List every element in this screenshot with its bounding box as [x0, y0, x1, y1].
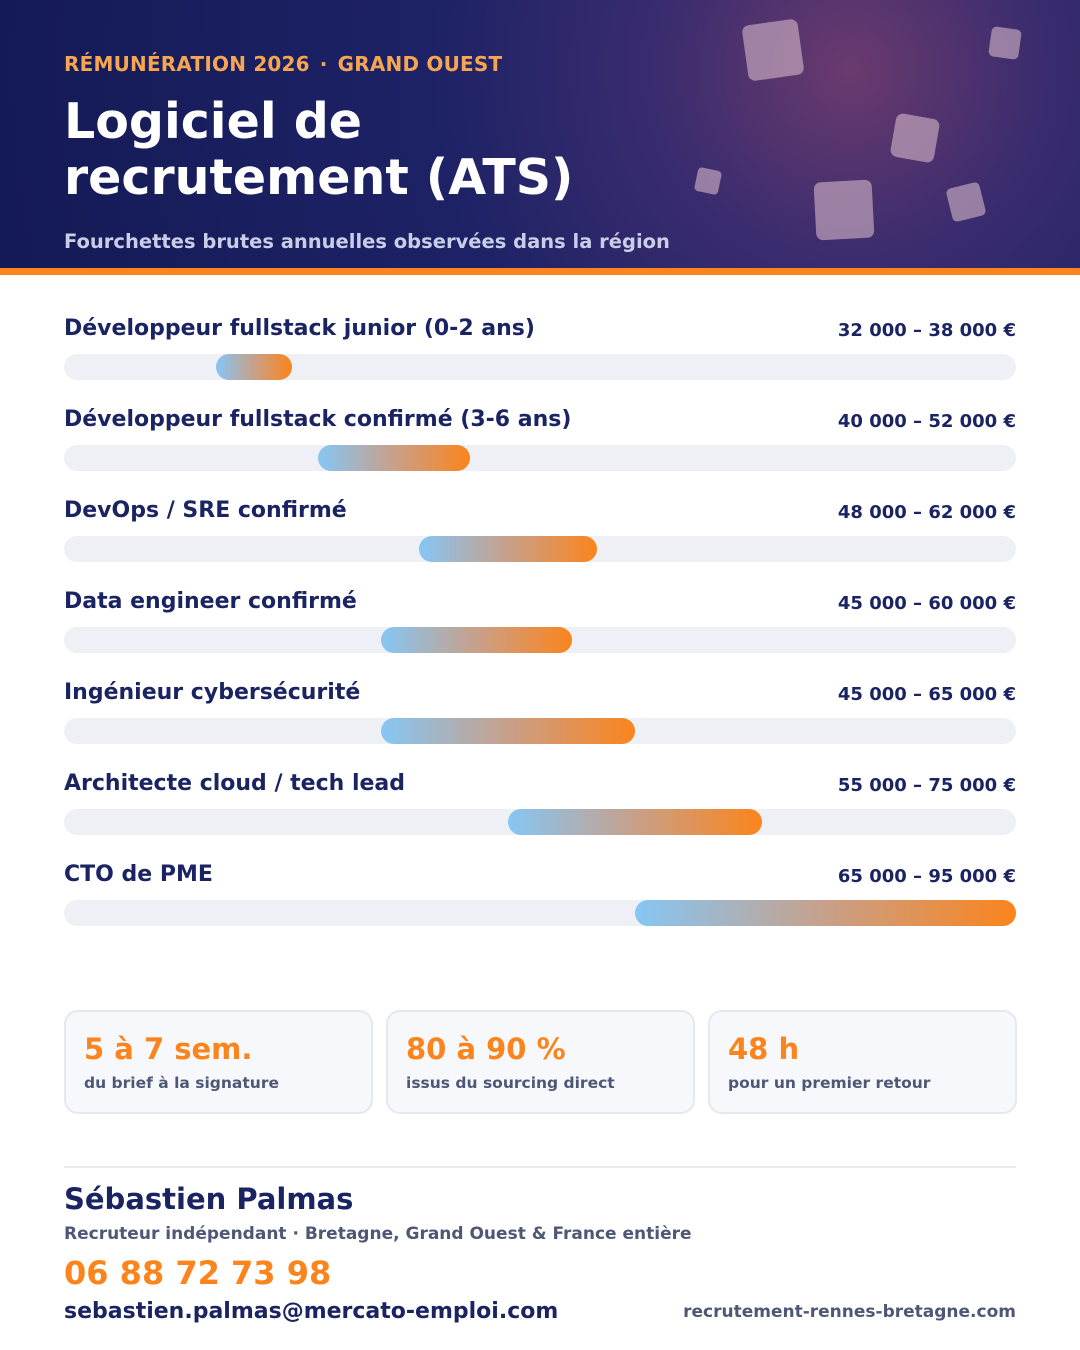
salary-range: 45 000 – 65 000 €: [837, 684, 1016, 705]
salary-row: Développeur fullstack confirmé (3-6 ans)…: [64, 407, 1016, 477]
salary-range: 48 000 – 62 000 €: [837, 502, 1016, 523]
range-bar: [635, 900, 1016, 926]
role-label: Ingénieur cybersécurité: [64, 680, 361, 705]
decorative-square: [988, 26, 1022, 60]
contact-role: Recruteur indépendant · Bretagne, Grand …: [64, 1224, 692, 1244]
salary-row: Développeur fullstack junior (0-2 ans) 3…: [64, 316, 1016, 386]
salary-range: 45 000 – 60 000 €: [837, 593, 1016, 614]
decorative-square: [693, 166, 723, 196]
header-banner: RÉMUNÉRATION 2026 · GRAND OUEST Logiciel d…: [0, 0, 1080, 268]
role-label: CTO de PME: [64, 862, 213, 887]
range-track: [64, 627, 1016, 653]
range-bar: [381, 627, 572, 653]
role-label: DevOps / SRE confirmé: [64, 498, 347, 523]
contact-name: Sébastien Palmas: [64, 1182, 354, 1216]
range-bar: [381, 718, 636, 744]
salary-row: Architecte cloud / tech lead 55 000 – 75…: [64, 771, 1016, 841]
stat-card-sourcing: 80 à 90 % issus du sourcing direct: [386, 1010, 695, 1114]
role-label: Architecte cloud / tech lead: [64, 771, 406, 796]
kicker-region: GRAND OUEST: [337, 52, 503, 76]
range-bar: [216, 354, 293, 380]
page-subtitle: Fourchettes brutes annuelles observées d…: [64, 230, 670, 253]
decorative-square: [813, 179, 875, 241]
stat-value: 80 à 90 %: [406, 1032, 566, 1066]
kicker-topic: RÉMUNÉRATION 2026: [64, 52, 310, 76]
range-track: [64, 718, 1016, 744]
stat-value: 48 h: [728, 1032, 800, 1066]
decorative-square: [945, 181, 987, 223]
role-label: Développeur fullstack junior (0-2 ans): [64, 316, 535, 341]
decorative-square: [889, 112, 941, 164]
salary-range: 65 000 – 95 000 €: [837, 866, 1016, 887]
range-track: [64, 900, 1016, 926]
footer-divider: [64, 1166, 1016, 1168]
page-title: Logiciel de recrutement (ATS): [64, 93, 574, 206]
stat-card-response: 48 h pour un premier retour: [708, 1010, 1017, 1114]
stat-caption: du brief à la signature: [84, 1074, 279, 1092]
stat-caption: issus du sourcing direct: [406, 1074, 615, 1092]
salary-row: Ingénieur cybersécurité 45 000 – 65 000 …: [64, 680, 1016, 750]
contact-phone-link[interactable]: 06 88 72 73 98: [64, 1254, 332, 1292]
range-bar: [317, 445, 471, 471]
salary-row: CTO de PME 65 000 – 95 000 €: [64, 862, 1016, 932]
website-link[interactable]: recrutement-rennes-bretagne.com: [683, 1302, 1016, 1322]
decorative-square: [741, 18, 805, 82]
range-track: [64, 536, 1016, 562]
salary-range: 55 000 – 75 000 €: [837, 775, 1016, 796]
salary-range: 32 000 – 38 000 €: [837, 320, 1016, 341]
salary-row: DevOps / SRE confirmé 48 000 – 62 000 €: [64, 498, 1016, 568]
role-label: Développeur fullstack confirmé (3-6 ans): [64, 407, 572, 432]
kicker-separator: ·: [319, 52, 328, 76]
range-bar: [508, 809, 763, 835]
range-track: [64, 445, 1016, 471]
contact-email-link[interactable]: sebastien.palmas@mercato-emploi.com: [64, 1299, 559, 1324]
salary-row: Data engineer confirmé 45 000 – 60 000 €: [64, 589, 1016, 659]
salary-range: 40 000 – 52 000 €: [837, 411, 1016, 432]
stat-card-delay: 5 à 7 sem. du brief à la signature: [64, 1010, 373, 1114]
range-bar: [419, 536, 598, 562]
range-track: [64, 809, 1016, 835]
stat-value: 5 à 7 sem.: [84, 1032, 253, 1066]
range-track: [64, 354, 1016, 380]
kicker: RÉMUNÉRATION 2026 · GRAND OUEST: [64, 52, 502, 76]
stat-caption: pour un premier retour: [728, 1074, 931, 1092]
role-label: Data engineer confirmé: [64, 589, 357, 614]
header-accent-bar: [0, 268, 1080, 275]
